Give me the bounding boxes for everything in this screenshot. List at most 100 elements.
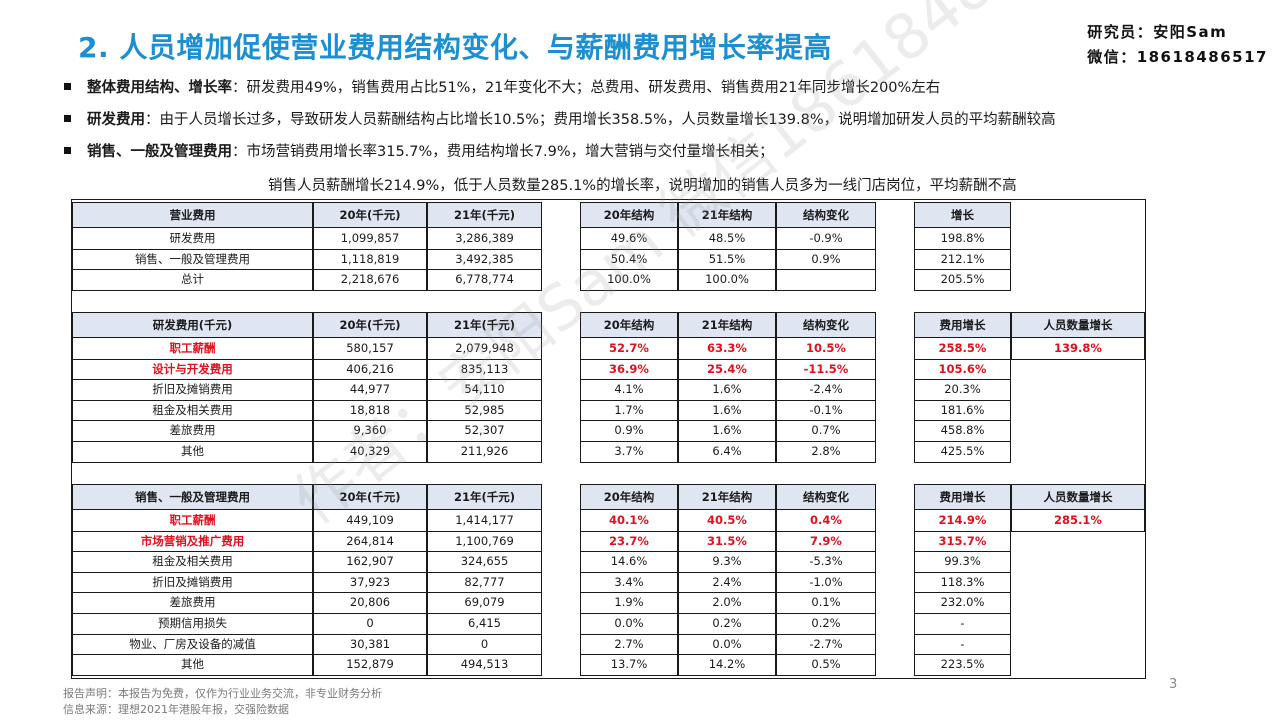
bullet-continuation: 销售人员薪酬增长214.9%，低于人员数量285.1%的增长率，说明增加的销售人… xyxy=(268,178,1017,194)
table-cell: -5.3% xyxy=(776,551,876,573)
table-cell: 1,414,177 xyxy=(427,510,542,532)
bullet-label: 销售、一般及管理费用 xyxy=(87,144,232,160)
row-label: 租金及相关费用 xyxy=(72,551,313,573)
bullet-square-icon xyxy=(64,115,71,122)
table-cell: 211,926 xyxy=(427,441,542,463)
table-cell: 0 xyxy=(427,633,542,656)
table-cell: 9,360 xyxy=(313,420,427,442)
table-cell: 63.3% xyxy=(678,338,776,360)
row-label: 租金及相关费用 xyxy=(72,399,313,422)
column-header: 营业费用 xyxy=(72,202,313,228)
table-cell: 36.9% xyxy=(580,358,678,381)
bullet-item: 整体费用结构、增长率：研发费用49%，销售费用占比51%，21年变化不大；总费用… xyxy=(64,76,1214,108)
table-cell: 100.0% xyxy=(678,269,776,291)
table-cell: - xyxy=(914,633,1011,656)
table-cell: 0.0% xyxy=(580,613,678,635)
bullet-label: 研发费用 xyxy=(87,112,145,128)
bullet-text: ：研发费用49%，销售费用占比51%，21年变化不大；总费用、研发费用、销售费用… xyxy=(232,80,941,96)
table-cell: 4.1% xyxy=(580,379,678,401)
column-header: 20年(千元) xyxy=(313,484,427,510)
row-label: 职工薪酬 xyxy=(72,338,313,360)
table-cell: 7.9% xyxy=(776,530,876,553)
column-header: 20年结构 xyxy=(580,484,678,510)
table-cell: 3.4% xyxy=(580,571,678,594)
table-cell: 13.7% xyxy=(580,654,678,676)
column-header: 结构变化 xyxy=(776,202,876,228)
table-cell: 212.1% xyxy=(914,248,1011,271)
table-cell: 258.5% xyxy=(914,338,1011,360)
table-cell: 49.6% xyxy=(580,228,678,250)
column-header: 20年(千元) xyxy=(313,312,427,338)
table-cell: 52,307 xyxy=(427,420,542,442)
table-cell: 1.9% xyxy=(580,592,678,614)
table-cell: 3,492,385 xyxy=(427,248,542,271)
table-cell: 2.7% xyxy=(580,633,678,656)
table-cell: 0.2% xyxy=(776,613,876,635)
table-cell: 14.2% xyxy=(678,654,776,676)
table-cell: 40,329 xyxy=(313,441,427,463)
table-cell: 18,818 xyxy=(313,399,427,422)
table-cell: 6.4% xyxy=(678,441,776,463)
table-cell: 1,118,819 xyxy=(313,248,427,271)
table-cell: 1,099,857 xyxy=(313,228,427,250)
row-label: 差旅费用 xyxy=(72,420,313,442)
footer-source: 信息来源：理想2021年港股年报，交强险数据 xyxy=(63,703,289,716)
row-label: 折旧及摊销费用 xyxy=(72,571,313,594)
table-cell: 6,415 xyxy=(427,613,542,635)
table-cell: 0.4% xyxy=(776,510,876,532)
table-cell: 0.9% xyxy=(776,248,876,271)
table-cell: 105.6% xyxy=(914,358,1011,381)
table-cell: 100.0% xyxy=(580,269,678,291)
row-label: 差旅费用 xyxy=(72,592,313,614)
table-cell: 2.4% xyxy=(678,571,776,594)
table-cell: 52.7% xyxy=(580,338,678,360)
table-cell: 1.6% xyxy=(678,420,776,442)
table-cell: 3,286,389 xyxy=(427,228,542,250)
table-cell: 835,113 xyxy=(427,358,542,381)
table-cell: -11.5% xyxy=(776,358,876,381)
wechat-label: 微信：18618486517 xyxy=(1087,48,1268,66)
table-cell: -0.9% xyxy=(776,228,876,250)
table-cell: 458.8% xyxy=(914,420,1011,442)
bullet-text: ：由于人员增长过多，导致研发人员薪酬结构占比增长10.5%；费用增长358.5%… xyxy=(145,112,1056,128)
table-cell: 1.7% xyxy=(580,399,678,422)
bullet-label: 整体费用结构、增长率 xyxy=(87,80,232,96)
table-cell: 44,977 xyxy=(313,379,427,401)
table-cell: 118.3% xyxy=(914,571,1011,594)
table-cell: 139.8% xyxy=(1011,338,1145,360)
column-header: 21年(千元) xyxy=(427,202,542,228)
column-header: 增长 xyxy=(914,202,1011,228)
table-cell: 214.9% xyxy=(914,510,1011,532)
table-cell: 580,157 xyxy=(313,338,427,360)
table-cell: 2,218,676 xyxy=(313,269,427,291)
row-label: 其他 xyxy=(72,654,313,676)
column-header: 结构变化 xyxy=(776,312,876,338)
table-cell: 14.6% xyxy=(580,551,678,573)
table-cell: - xyxy=(914,613,1011,635)
table-cell: 2.8% xyxy=(776,441,876,463)
table-cell: 494,513 xyxy=(427,654,542,676)
table-cell: 152,879 xyxy=(313,654,427,676)
column-header: 结构变化 xyxy=(776,484,876,510)
row-label: 销售、一般及管理费用 xyxy=(72,248,313,271)
table-cell: 23.7% xyxy=(580,530,678,553)
page-number: 3 xyxy=(1169,677,1178,692)
column-header: 21年结构 xyxy=(678,312,776,338)
table-cell: 48.5% xyxy=(678,228,776,250)
table-cell: 162,907 xyxy=(313,551,427,573)
table-cell: 54,110 xyxy=(427,379,542,401)
table-cell: -2.4% xyxy=(776,379,876,401)
researcher-label: 研究员：安阳Sam xyxy=(1087,23,1228,41)
column-header: 费用增长 xyxy=(914,312,1011,338)
bullet-text: ：市场营销费用增长率315.7%，费用结构增长7.9%，增大营销与交付量增长相关… xyxy=(232,144,774,160)
table-cell xyxy=(776,269,876,291)
table-cell: 31.5% xyxy=(678,530,776,553)
table-cell: -2.7% xyxy=(776,633,876,656)
table-cell: 181.6% xyxy=(914,399,1011,422)
expense-table: 营业费用 20年(千元) 21年(千元) 20年结构 21年结构 结构变化 增长 研发费用 1,… xyxy=(71,199,1146,679)
table-cell: 52,985 xyxy=(427,399,542,422)
table-cell: 30,381 xyxy=(313,633,427,656)
row-label: 预期信用损失 xyxy=(72,613,313,635)
table-cell: 0.0% xyxy=(678,633,776,656)
column-header: 人员数量增长 xyxy=(1011,312,1145,338)
